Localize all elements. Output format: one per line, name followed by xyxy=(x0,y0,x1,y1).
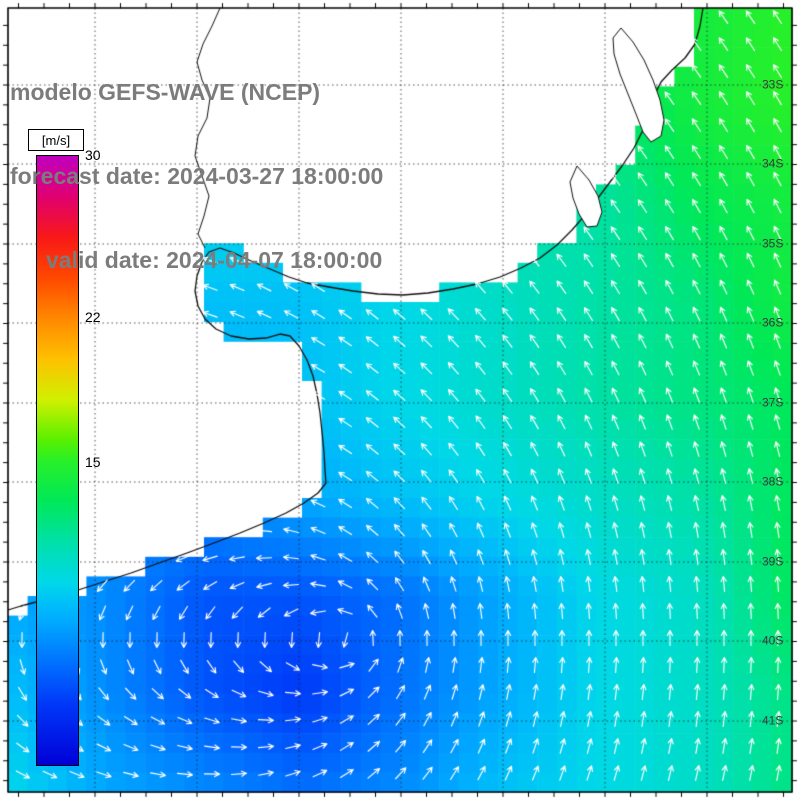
colorbar-unit-label: [m/s] xyxy=(28,129,84,151)
colorbar-tick-label: 15 xyxy=(85,453,101,470)
colorbar-tick-label: 30 xyxy=(85,147,101,163)
lat-label: 39S xyxy=(762,554,784,569)
colorbar-gradient xyxy=(36,155,79,766)
lat-label: 37S xyxy=(762,395,784,410)
title-block: modelo GEFS-WAVE (NCEP) forecast date: 2… xyxy=(10,22,383,330)
model-title: modelo GEFS-WAVE (NCEP) xyxy=(10,79,321,105)
lat-label: 35S xyxy=(762,236,784,251)
forecast-date: forecast date: 2024-03-27 18:00:00 xyxy=(10,163,384,189)
lat-label: 41S xyxy=(762,713,784,728)
lat-label: 40S xyxy=(762,633,784,648)
lat-label: 38S xyxy=(762,474,784,489)
lat-label: 34S xyxy=(762,156,784,171)
valid-date: valid date: 2024-04-07 18:00:00 xyxy=(46,247,383,273)
lat-label: 33S xyxy=(762,77,784,92)
colorbar-tick-label: 22 xyxy=(85,308,101,325)
lat-label: 36S xyxy=(762,315,784,330)
